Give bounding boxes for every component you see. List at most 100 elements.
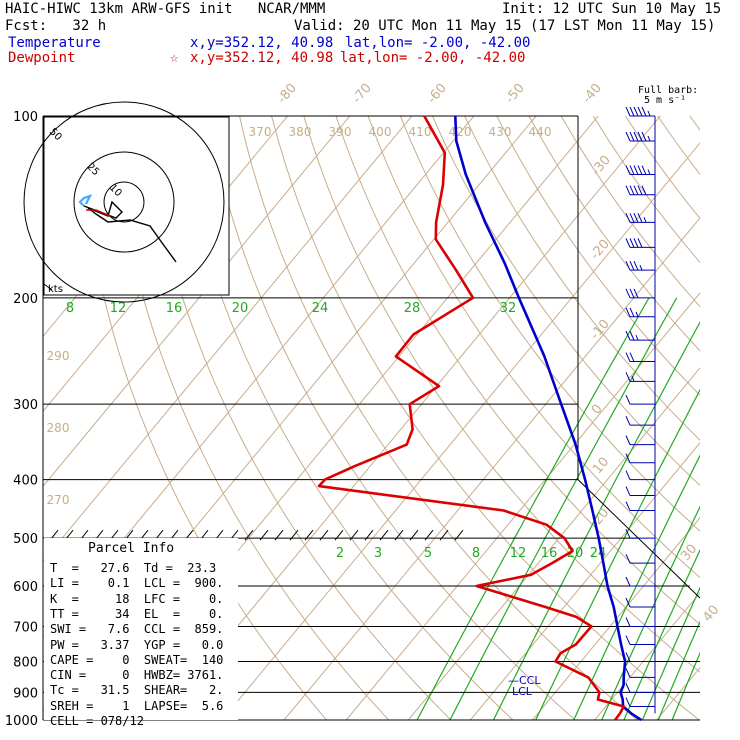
- mixing-ratio-label: 24: [312, 301, 329, 316]
- valid-time: Valid: 20 UTC Mon 11 May 15 (17 LST Mon …: [294, 18, 716, 34]
- wind-barb-flag: [625, 307, 631, 317]
- theta-label: 370: [249, 125, 272, 139]
- wind-barb-half: [647, 135, 651, 142]
- init-time: Init: 12 UTC Sun 10 May 15: [502, 1, 722, 17]
- dewpoint-xy: x,y=352.12, 40.98: [190, 50, 334, 66]
- wind-barb-flag: [625, 652, 631, 662]
- wind-barb-flag: [625, 617, 631, 627]
- wind-barb-half: [639, 264, 643, 271]
- theta-label: 390: [329, 125, 352, 139]
- pressure-tick-label: 200: [13, 292, 38, 307]
- wind-barbs: [625, 106, 656, 714]
- wind-barb-flag: [625, 528, 631, 539]
- wind-barb-flag: [637, 213, 643, 223]
- mixing-ratio-label: 12: [110, 301, 127, 316]
- wind-barb-flag: [625, 185, 631, 195]
- mixing-ratio-label: 8: [66, 301, 74, 316]
- isotherm-label: 0: [589, 402, 606, 418]
- isotherm-label: -70: [350, 81, 375, 107]
- dry-adiabat-line: [110, 116, 390, 720]
- isotherm-label: -40: [580, 81, 605, 107]
- wind-barb-flag: [633, 106, 639, 117]
- hatch-mark: [454, 529, 464, 541]
- dry-adiabat-line: [496, 116, 700, 397]
- mixing-ratio-label: 16: [541, 546, 558, 561]
- ccl-label: —CCL: [508, 674, 541, 687]
- wind-barb-flag: [625, 435, 631, 445]
- wind-barb-flag: [637, 131, 643, 142]
- hatch-mark: [304, 529, 314, 541]
- theta-label: 410: [409, 125, 432, 139]
- mixing-ratio-label: 12: [510, 546, 527, 561]
- wind-barb-flag: [625, 330, 631, 341]
- wind-barb-flag: [625, 470, 631, 480]
- mixing-ratio-label: 2: [336, 546, 344, 561]
- wind-barb-flag: [633, 238, 639, 248]
- parcel-info-title: Parcel Info: [88, 541, 175, 556]
- hatch-mark: [244, 529, 254, 541]
- hodograph-ring: [103, 181, 145, 223]
- pressure-tick-label: 100: [13, 110, 38, 125]
- parcel-info-row: SREH = 1 LAPSE= 5.6: [50, 698, 224, 713]
- isotherm-line: [594, 591, 700, 720]
- mixing-ratio-label: 16: [166, 301, 183, 316]
- mixing-ratio-line: [671, 651, 700, 720]
- hatch-mark: [319, 529, 329, 541]
- mixing-ratio-line: [601, 505, 700, 720]
- wind-barb-flag: [629, 106, 635, 117]
- wind-barb-flag: [625, 683, 631, 693]
- parcel-info-row: CELL = 078/12: [50, 714, 144, 728]
- wind-barb-flag: [629, 330, 635, 341]
- mixing-ratio-line: [641, 586, 700, 720]
- dry-adiabat-line: [142, 116, 452, 720]
- pressure-tick-label: 400: [13, 474, 38, 489]
- hatch-mark: [364, 529, 374, 541]
- wind-barb-flag: [637, 106, 643, 117]
- temperature-latlon: lat,lon= -2.00, -42.00: [345, 35, 531, 51]
- wind-barb-flag: [625, 106, 631, 117]
- right-axis-diagonal: [577, 479, 701, 599]
- mixing-ratio-label: 28: [404, 301, 421, 316]
- theta-label: 290: [47, 349, 70, 363]
- theta-label: 440: [529, 125, 552, 139]
- wind-barb-flag: [625, 415, 631, 426]
- isotherm-label: 10: [590, 455, 612, 477]
- wind-barb-flag: [625, 501, 631, 511]
- isotherm-label: 40: [700, 603, 722, 625]
- wind-barb-half: [631, 376, 635, 382]
- wind-barb-flag: [625, 372, 631, 382]
- wind-barb-flag: [641, 165, 647, 175]
- barb-legend-title: Full barb:: [638, 85, 699, 96]
- dry-adiabat-line: [335, 116, 700, 626]
- pressure-tick-label: 800: [13, 655, 38, 670]
- pressure-tick-label: 600: [13, 580, 38, 595]
- hatch-mark: [439, 529, 449, 541]
- mixing-ratio-line: [657, 620, 700, 720]
- wind-barb-flag: [633, 131, 639, 142]
- theta-label: 380: [289, 125, 312, 139]
- wind-barb-flag: [625, 635, 631, 645]
- parcel-info-row: LI = 0.1 LCL = 900.: [50, 576, 224, 591]
- theta-label: 400: [369, 125, 392, 139]
- hodograph-trace: [83, 200, 177, 263]
- parcel-info-row: TT = 34 EL = 0.: [50, 606, 224, 621]
- wind-barb-half: [635, 334, 639, 341]
- isotherm-line: [532, 517, 700, 720]
- wind-barb-flag: [625, 486, 631, 496]
- wind-barb-flag: [625, 165, 631, 175]
- hatch-mark: [289, 529, 299, 541]
- temperature-xy: x,y=352.12, 40.98: [190, 35, 334, 51]
- skewt-grid: [43, 116, 740, 720]
- isotherm-line: [407, 367, 700, 720]
- wind-barb-half: [647, 110, 651, 117]
- hodograph-tick: [43, 283, 53, 291]
- isotherm-line: [283, 217, 700, 720]
- hatch-mark: [409, 529, 419, 541]
- parcel-info-row: CAPE = 0 SWEAT= 140: [50, 652, 224, 667]
- dry-adiabat-line: [722, 116, 740, 720]
- wind-barb-flag: [625, 131, 631, 142]
- wind-barb-flag: [641, 106, 647, 117]
- wind-barb-flag: [625, 352, 631, 362]
- wind-barb-flag: [633, 185, 639, 195]
